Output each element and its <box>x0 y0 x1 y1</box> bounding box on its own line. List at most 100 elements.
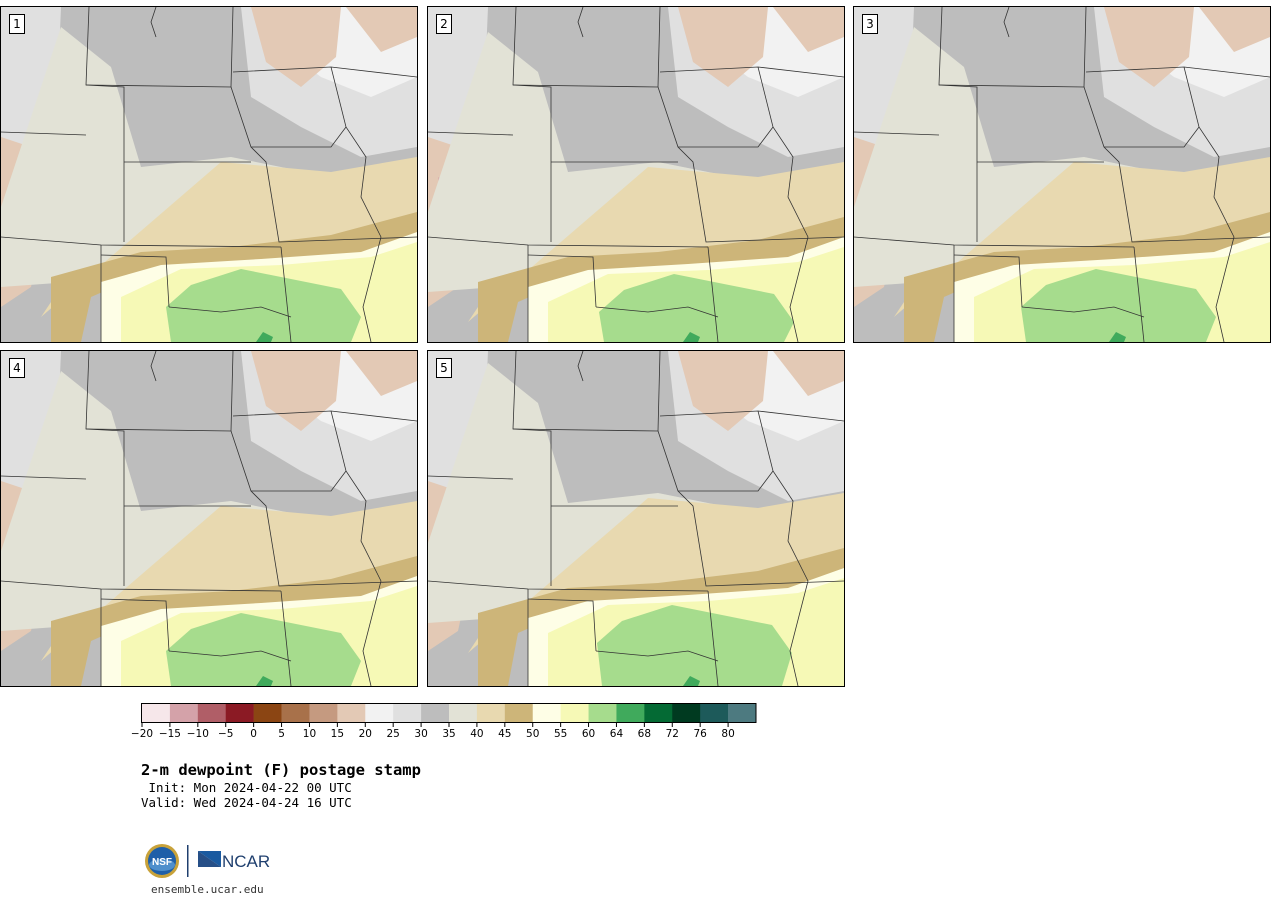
colorbar-swatch <box>644 704 673 722</box>
colorbar-tick-label: 10 <box>302 728 317 740</box>
state-border <box>938 7 978 242</box>
state-border <box>251 470 347 492</box>
state-border <box>280 590 292 686</box>
dewpoint-field-green <box>1021 269 1216 342</box>
state-border <box>595 650 719 662</box>
panel-number-label: 4 <box>9 358 25 378</box>
state-border <box>678 470 774 492</box>
colorbar-tick-label: −10 <box>186 728 209 740</box>
plot-title: 2-m dewpoint (F) postage stamp <box>141 761 421 779</box>
ncar-logo-icon: NCAR <box>198 851 270 871</box>
state-border <box>678 126 774 148</box>
website-url: ensemble.ucar.edu <box>151 883 264 896</box>
colorbar-swatch <box>365 704 394 722</box>
state-border <box>1104 126 1200 148</box>
svg-text:NSF: NSF <box>152 857 172 868</box>
colorbar-swatch <box>281 704 310 722</box>
state-border <box>251 126 347 148</box>
state-border <box>168 306 292 318</box>
dewpoint-field-dry-tan <box>773 351 844 396</box>
state-border <box>577 7 584 38</box>
dewpoint-field-green-dark <box>683 676 700 686</box>
dewpoint-field-dry-tan <box>251 351 341 431</box>
state-border <box>1003 7 1010 38</box>
state-border <box>85 351 125 586</box>
colorbar-swatch <box>393 704 422 722</box>
colorbar-swatch <box>225 704 254 722</box>
colorbar-swatch <box>728 704 757 722</box>
state-border <box>595 306 719 318</box>
dewpoint-field-dry-tan <box>346 351 417 396</box>
dewpoint-field-green <box>599 274 794 342</box>
colorbar-tick-label: −15 <box>158 728 181 740</box>
colorbar-tick-label: 60 <box>581 728 596 740</box>
state-border <box>1 475 87 480</box>
state-border <box>150 351 157 382</box>
state-border <box>657 86 844 243</box>
state-border <box>512 351 552 586</box>
dewpoint-field-green-dark <box>256 676 273 686</box>
colorbar-swatch <box>253 704 282 722</box>
state-border <box>168 650 292 662</box>
state-border <box>1133 246 1145 342</box>
colorbar-tick-label: 20 <box>358 728 372 740</box>
colorbar-tick-label: 80 <box>721 728 735 740</box>
colorbar-tick-label: 40 <box>470 728 484 740</box>
member-panel-3: 3 <box>853 6 1271 343</box>
dewpoint-field-tan <box>41 501 417 661</box>
state-border <box>100 598 170 652</box>
state-border <box>527 598 597 652</box>
colorbar-tick-label: 72 <box>665 728 679 740</box>
colorbar-swatch <box>309 704 338 722</box>
dewpoint-field-green <box>597 605 792 686</box>
colorbar-swatch <box>700 704 729 722</box>
dewpoint-field-dry-tan <box>1199 7 1270 52</box>
dewpoint-field-dark-tan <box>478 217 844 342</box>
colorbar-swatch <box>504 704 534 722</box>
dewpoint-field-dry-tan <box>346 7 417 52</box>
valid-time: Valid: Wed 2024-04-24 16 UTC <box>141 795 352 810</box>
state-border <box>527 254 597 308</box>
dewpoint-field-dry-tan <box>1104 7 1194 87</box>
dewpoint-field-green-dark <box>256 332 273 342</box>
state-border <box>1083 86 1270 243</box>
colorbar-swatch <box>672 704 701 722</box>
colorbar-swatch <box>532 704 561 722</box>
dewpoint-field-dry-tan <box>678 7 768 87</box>
member-panel-1: 1 <box>0 6 418 343</box>
state-border <box>428 131 514 136</box>
colorbar-swatch <box>421 704 450 722</box>
state-border <box>230 86 417 243</box>
colorbar-tick-label: 35 <box>442 728 456 740</box>
dewpoint-field-dark-tan <box>51 212 417 342</box>
dewpoint-field-green-dark <box>1109 332 1126 342</box>
member-panel-4: 4 <box>0 350 418 687</box>
dewpoint-field-dark-tan <box>478 548 844 686</box>
state-border <box>854 131 940 136</box>
dewpoint-field-tan <box>468 162 844 322</box>
state-border <box>1021 306 1145 318</box>
nsf-ncar-logo: NSF NCAR <box>145 844 270 878</box>
state-border <box>953 254 1023 308</box>
member-panel-5: 5 <box>427 350 845 687</box>
state-border <box>707 590 719 686</box>
dewpoint-field-tan <box>894 157 1270 317</box>
dewpoint-field-dry-tan <box>251 7 341 87</box>
colorbar-tick-label: 64 <box>609 728 624 740</box>
panel-number-label: 3 <box>862 14 878 34</box>
dewpoint-map-5 <box>428 351 844 686</box>
state-border <box>230 430 417 587</box>
dewpoint-field-dry-tan <box>773 7 844 52</box>
state-border <box>1 131 87 136</box>
colorbar-swatch <box>476 704 506 722</box>
panel-number-label: 2 <box>436 14 452 34</box>
dewpoint-field-green <box>166 269 361 342</box>
dewpoint-field-green-dark <box>683 332 700 342</box>
colorbar-tick-label: 5 <box>278 728 285 740</box>
colorbar-tick-label: 25 <box>386 728 400 740</box>
dewpoint-field-dry-tan <box>678 351 768 431</box>
member-panel-2: 2 <box>427 6 845 343</box>
panel-number-label: 5 <box>436 358 452 378</box>
dewpoint-field-tan <box>468 493 844 653</box>
dewpoint-map-2 <box>428 7 844 342</box>
